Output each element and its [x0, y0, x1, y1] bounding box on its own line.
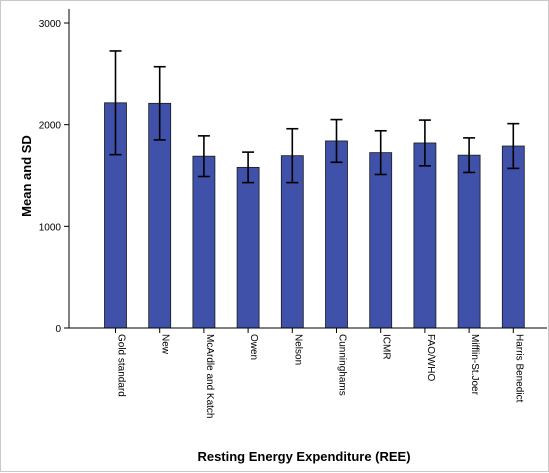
y-tick-label: 1000 — [39, 222, 62, 233]
error-bar — [507, 122, 520, 170]
error-bar — [286, 127, 299, 184]
x-tick-label: FAO/WHO — [425, 334, 436, 381]
x-tick-label: New — [160, 334, 171, 355]
error-bar — [418, 119, 431, 167]
x-tick-label: Gold standard — [116, 334, 127, 397]
y-tick-label: 0 — [55, 324, 61, 335]
bar — [413, 142, 437, 329]
bar — [501, 145, 525, 329]
error-bar — [153, 65, 166, 141]
bar — [369, 152, 393, 329]
error-bar — [463, 137, 476, 174]
error-bar — [374, 129, 387, 176]
error-bar — [109, 50, 122, 156]
x-axis-title: Resting Energy Expenditure (REE) — [197, 449, 410, 464]
x-tick-label: McArdle and Katch — [204, 334, 215, 419]
y-ticks: 0 1000 2000 3000 — [39, 19, 69, 335]
error-bar — [330, 118, 343, 164]
axes-layer — [68, 9, 547, 329]
bars-layer — [104, 50, 525, 329]
x-tick-label: ICMR — [381, 334, 392, 360]
x-tick-label: Harris Benedict — [513, 334, 524, 403]
x-tick-label: Cunninghams — [337, 334, 348, 396]
x-tick-label: Mifflin-St.Joer — [469, 334, 480, 396]
y-axis-title: Mean and SD — [19, 135, 34, 217]
bar — [325, 140, 348, 329]
bar — [457, 154, 481, 329]
error-bar — [242, 151, 255, 184]
x-tick-label: Owen — [248, 334, 259, 360]
x-tick-label: Nelson — [292, 334, 303, 365]
y-tick-label: 2000 — [39, 121, 62, 132]
x-ticks: Gold standard New McArdle and Katch Owen Nel… — [115, 328, 524, 419]
bar — [192, 155, 216, 329]
error-bar — [197, 135, 210, 178]
bar — [236, 166, 260, 329]
y-tick-label: 3000 — [39, 19, 62, 30]
